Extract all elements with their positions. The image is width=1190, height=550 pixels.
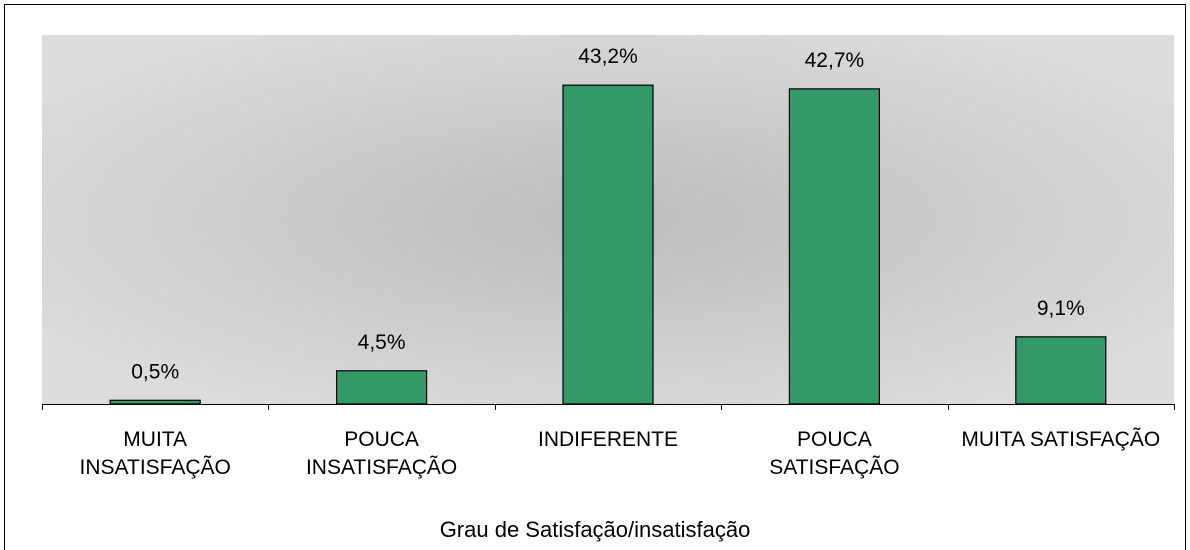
x-tick-label: INDIFERENTE <box>537 428 678 451</box>
bar <box>562 84 654 405</box>
bar <box>336 370 428 405</box>
bar <box>1015 336 1107 405</box>
x-tick-label: MUITA INSATISFAÇÃO <box>79 428 231 479</box>
bar <box>109 399 201 405</box>
data-label: 43,2% <box>578 45 638 68</box>
data-label: 9,1% <box>1037 297 1085 320</box>
x-tick-label: MUITA SATISFAÇÃO <box>961 428 1161 451</box>
data-label: 4,5% <box>358 331 406 354</box>
x-tick-label: POUCA SATISFAÇÃO <box>769 428 900 479</box>
chart-border <box>4 4 1186 550</box>
x-tick-label: POUCA INSATISFAÇÃO <box>305 428 458 479</box>
data-label: 0,5% <box>131 360 179 383</box>
x-axis-label: Grau de Satisfação/insatisfação <box>439 517 751 542</box>
data-label: 42,7% <box>805 49 865 72</box>
bar <box>788 88 881 405</box>
